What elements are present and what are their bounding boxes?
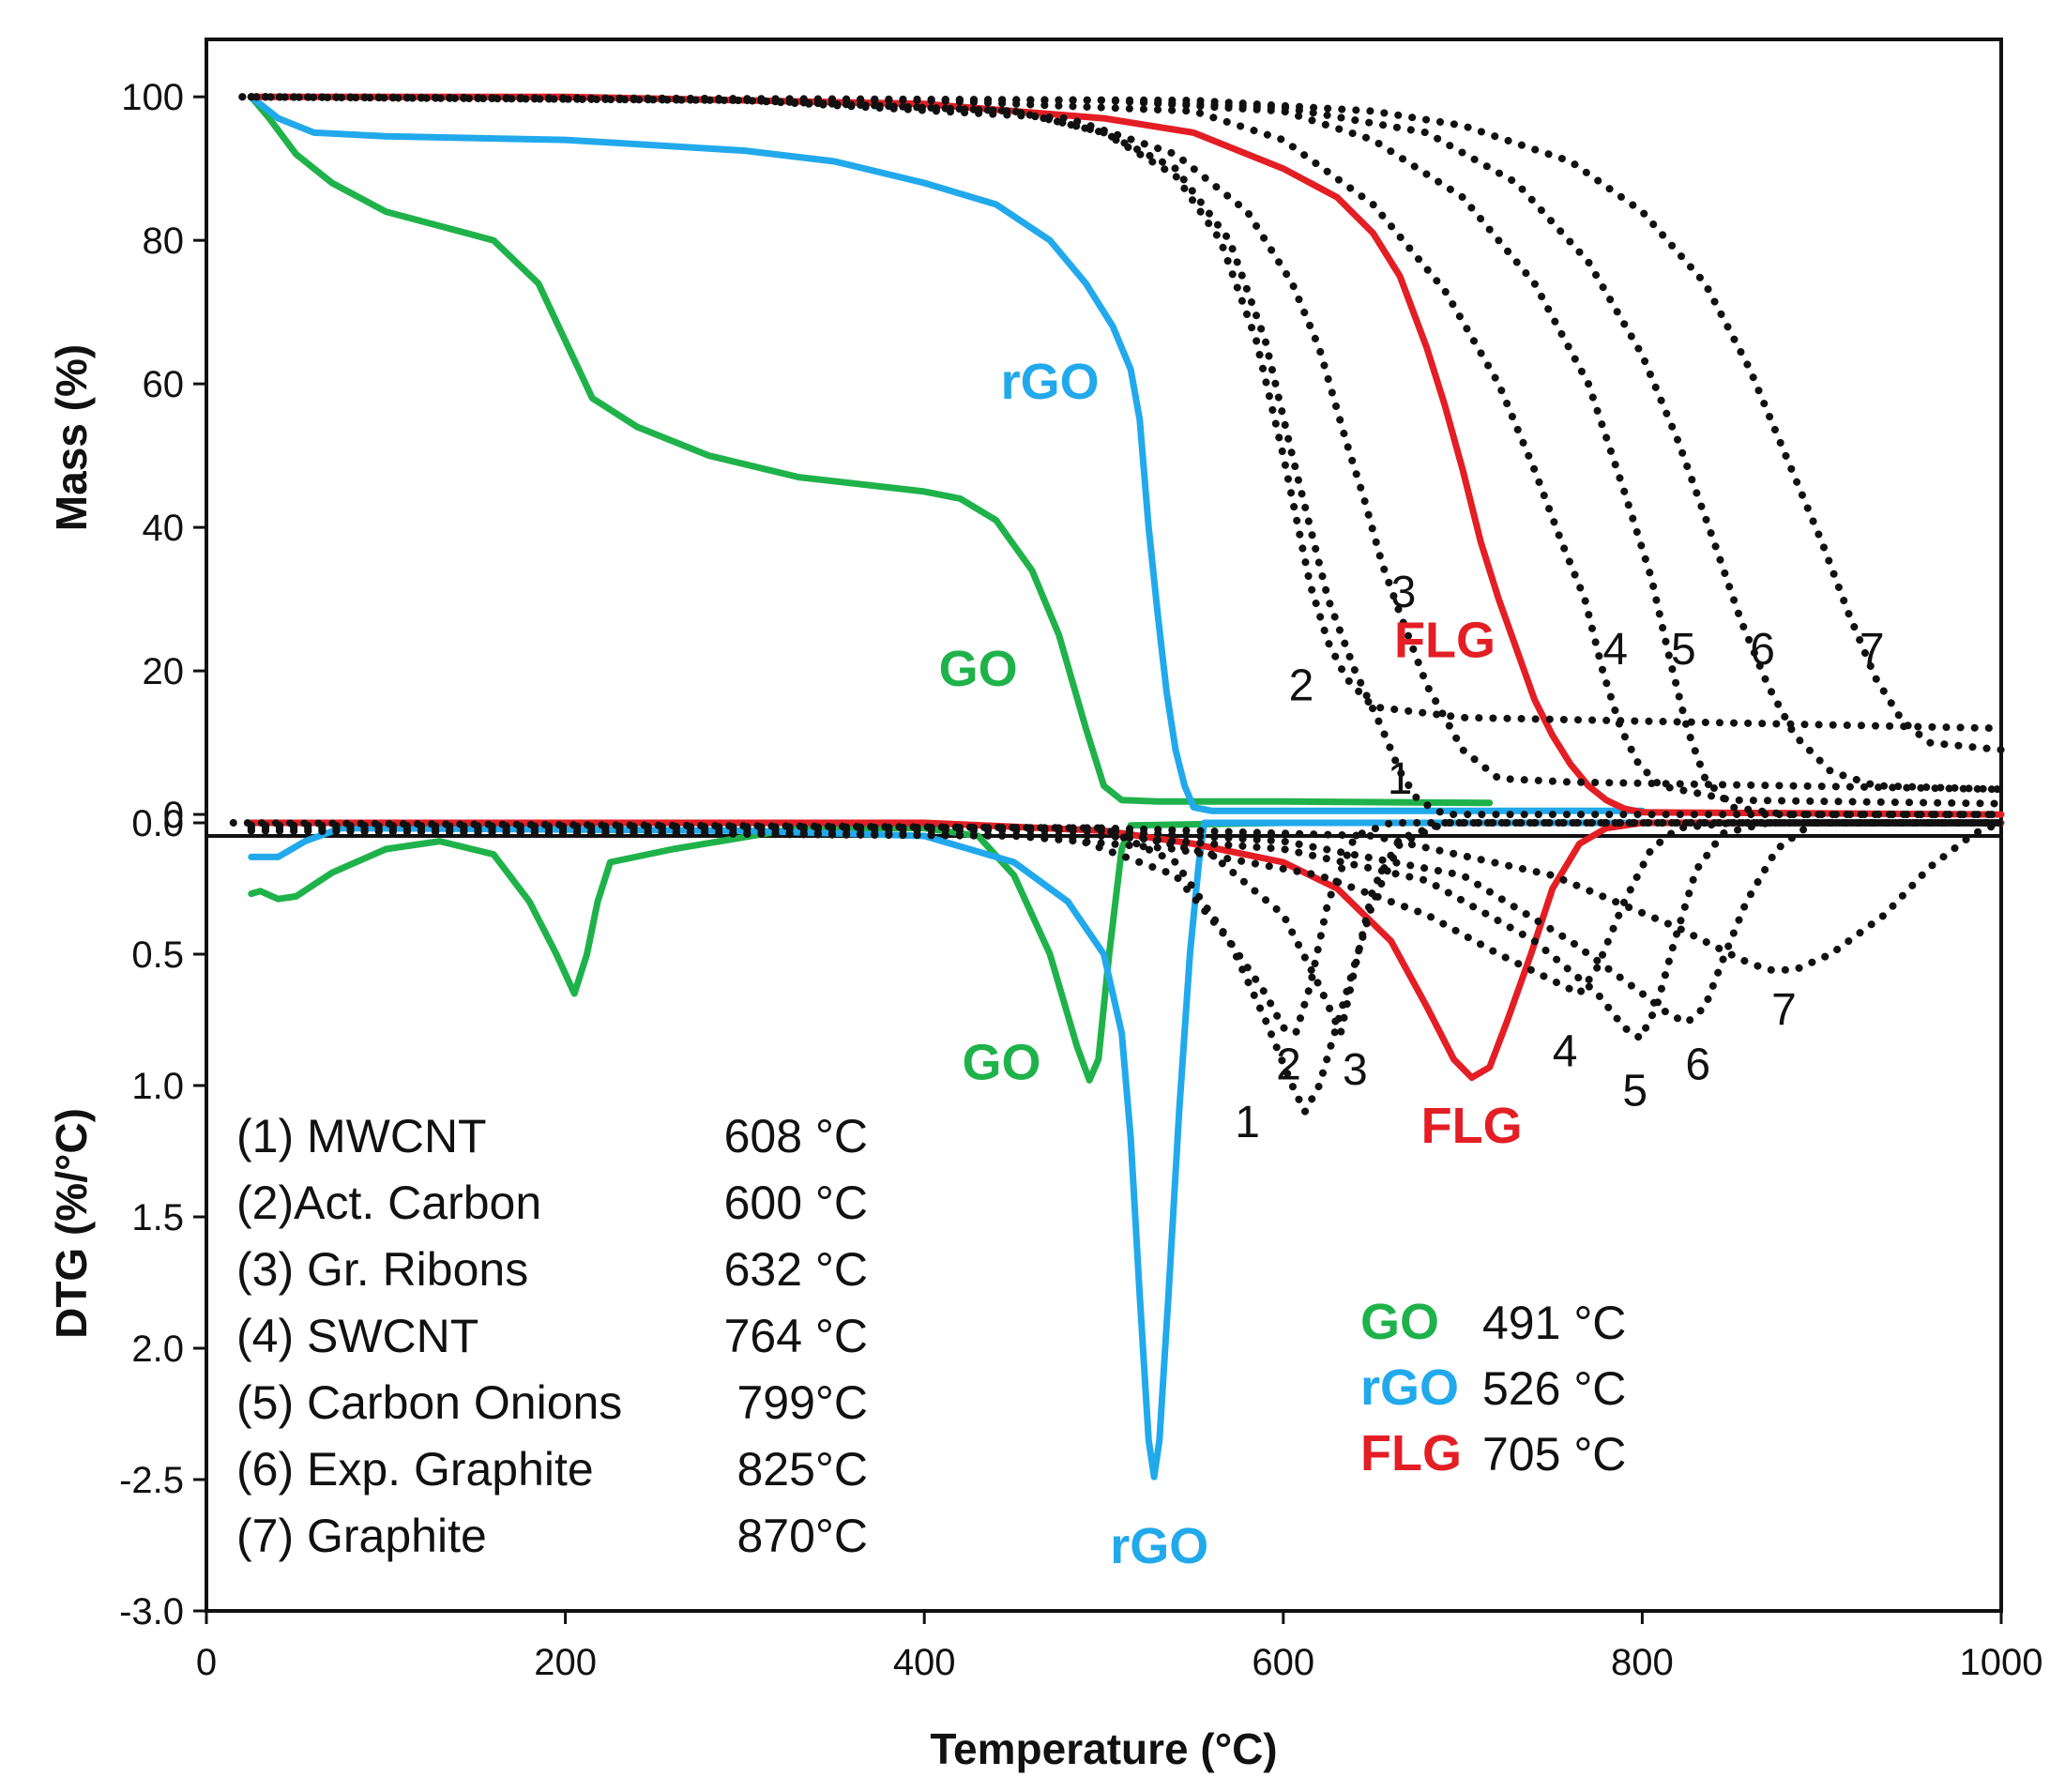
y-tick-label: 80	[143, 220, 185, 262]
y-tick-label: -2.5	[119, 1460, 184, 1501]
y-tick-label: 40	[143, 508, 185, 549]
panel-dtg: 0.0 0.5 1.0 1.5 2.0 -2.5 -3.0 DTG (%/°C) GO rGO FL…	[47, 803, 2005, 1633]
legend-right-label: GO	[1360, 1294, 1439, 1350]
curve-label-dtg: 5	[1622, 1067, 1647, 1116]
curve-label-dtg: 7	[1771, 985, 1797, 1035]
legend-right-label: rGO	[1360, 1359, 1459, 1416]
series-line-tga-rGO	[248, 93, 1646, 814]
series-line-dtg-rGO	[248, 819, 2005, 1481]
legend-left-label: (1) MWCNT	[236, 1110, 487, 1162]
y-tick-label: 0	[163, 795, 184, 836]
curve-label-dtg: 2	[1276, 1040, 1301, 1090]
y-tick-label: 1.0	[131, 1066, 184, 1107]
legend-right-label: FLG	[1360, 1425, 1462, 1481]
curve-label-tga: FLG	[1394, 612, 1496, 668]
y-tick-label: 100	[121, 77, 184, 118]
series-line-dtg-3	[247, 819, 2005, 1045]
legend-left-value: 799°C	[736, 1376, 868, 1429]
y-tick-label: 20	[143, 651, 185, 692]
x-tick-label: 800	[1611, 1642, 1674, 1683]
curve-label-dtg: FLG	[1421, 1098, 1523, 1154]
curve-label-dtg: GO	[962, 1035, 1040, 1091]
legend-left-value: 608 °C	[724, 1110, 868, 1162]
curve-label-dtg: 3	[1343, 1045, 1368, 1095]
y-tick-label: 0.5	[131, 934, 184, 976]
y-tick-label: 60	[143, 364, 185, 405]
series-line-dtg-7	[247, 819, 2005, 974]
series-line-dtg-FLG	[248, 819, 2005, 1082]
curve-label-tga: 4	[1602, 625, 1628, 675]
curve-label-tga: 2	[1289, 661, 1314, 710]
legend-left-value: 600 °C	[724, 1177, 868, 1229]
x-tick-label: 0	[196, 1642, 217, 1683]
series-line-tga-3	[238, 93, 2005, 794]
curve-label-tga: rGO	[1001, 354, 1100, 410]
curve-label-tga: 1	[1388, 754, 1413, 804]
series-line-dtg-2	[247, 819, 2005, 1039]
curve-label-tga: 3	[1391, 568, 1417, 617]
curve-label-tga: GO	[939, 641, 1018, 697]
series-line-tga-5	[247, 93, 2005, 819]
legend-left-value: 632 °C	[724, 1243, 868, 1296]
series-line-tga-6	[247, 93, 2005, 794]
y-tick-label: 0.0	[131, 803, 184, 844]
curve-label-dtg: 1	[1235, 1098, 1260, 1147]
legend-left-label: (2)Act. Carbon	[236, 1177, 541, 1229]
series-line-tga-4	[247, 93, 2005, 808]
legend-right-value: 705 °C	[1482, 1428, 1626, 1481]
panel-tga: 0 20 40 60 80 100 Mass (%) rGO GO FLG 1 2 3 4 5 6 7	[47, 77, 2005, 836]
series-line-tga-2	[238, 93, 2005, 733]
x-tick-label: 400	[893, 1642, 956, 1683]
legend-left-label: (3) Gr. Ribons	[236, 1243, 528, 1296]
series-line-tga-GO	[248, 93, 1494, 807]
series-line-tga-FLG	[248, 93, 2005, 818]
legend-left-value: 764 °C	[724, 1310, 868, 1362]
y-tick-label: 2.0	[131, 1329, 184, 1370]
y-axis-title: DTG (%/°C)	[47, 1108, 96, 1339]
legend-left-label: (4) SWCNT	[236, 1310, 478, 1362]
legend-right-value: 526 °C	[1482, 1362, 1626, 1415]
curve-label-dtg: rGO	[1110, 1518, 1208, 1574]
x-tick-label: 200	[534, 1642, 597, 1683]
curve-label-tga: 6	[1750, 625, 1775, 675]
series-line-tga-1	[247, 93, 2005, 819]
legend-right-value: 491 °C	[1482, 1297, 1626, 1349]
y-tick-label: -3.0	[119, 1591, 184, 1633]
legend-left-value: 825°C	[736, 1443, 868, 1496]
x-tick-label: 1000	[1960, 1642, 2043, 1683]
legend-left-label: (7) Graphite	[236, 1510, 487, 1562]
legend-right: GO 491 °C rGO 526 °C FLG 705 °C	[1360, 1294, 1626, 1481]
legend-left-label: (5) Carbon Onions	[236, 1376, 622, 1429]
curve-label-tga: 7	[1860, 625, 1885, 675]
series-line-dtg-6	[247, 819, 2005, 1027]
curve-label-dtg: 6	[1685, 1040, 1710, 1090]
series-line-tga-7	[247, 93, 2005, 754]
legend-left: (1) MWCNT 608 °C (2)Act. Carbon 600 °C (3) G…	[236, 1110, 868, 1562]
legend-left-label: (6) Exp. Graphite	[236, 1443, 594, 1496]
y-tick-label: 1.5	[131, 1197, 184, 1238]
x-axis: 0 200 400 600 800 1000 Temperature (°C)	[196, 1611, 2043, 1773]
series-line-dtg-GO	[248, 819, 1466, 1084]
y-axis-title: Mass (%)	[47, 344, 96, 531]
curve-label-dtg: 4	[1553, 1027, 1578, 1077]
legend-left-value: 870°C	[736, 1510, 868, 1562]
x-tick-label: 600	[1252, 1642, 1314, 1683]
curve-label-tga: 5	[1671, 625, 1696, 675]
series-line-dtg-4	[247, 819, 2005, 999]
x-axis-title: Temperature (°C)	[930, 1724, 1277, 1773]
